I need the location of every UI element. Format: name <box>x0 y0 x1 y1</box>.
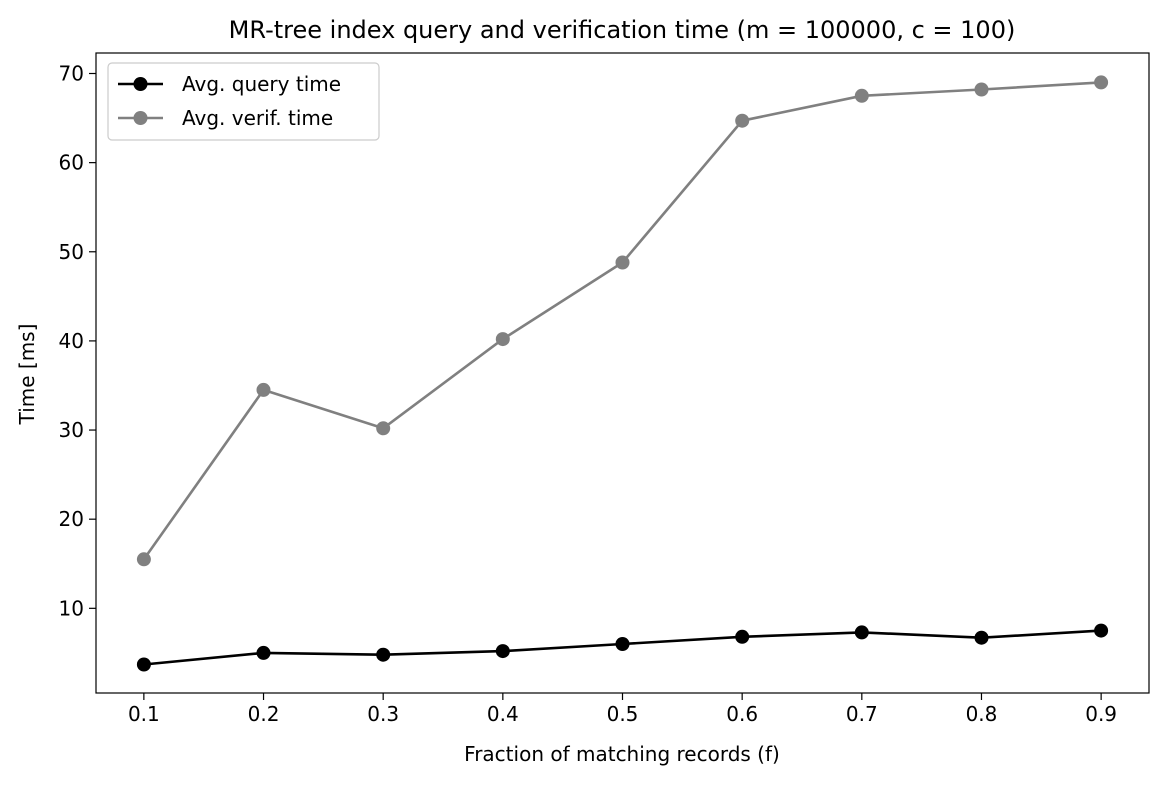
x-tick-label: 0.2 <box>248 702 280 726</box>
x-axis-label: Fraction of matching records (f) <box>464 742 780 766</box>
x-tick-label: 0.4 <box>487 702 519 726</box>
y-tick-label: 20 <box>59 507 84 531</box>
data-point-query <box>256 645 271 660</box>
series-layer <box>136 75 1109 672</box>
data-point-verif <box>136 552 151 567</box>
x-tick-label: 0.5 <box>607 702 639 726</box>
x-tick-label: 0.9 <box>1085 702 1117 726</box>
x-tick-label: 0.7 <box>846 702 878 726</box>
x-tick-label: 0.1 <box>128 702 160 726</box>
data-point-verif <box>974 82 989 97</box>
y-tick-label: 60 <box>59 151 84 175</box>
data-point-query <box>735 629 750 644</box>
data-point-verif <box>495 332 510 347</box>
x-tick-label: 0.3 <box>367 702 399 726</box>
legend-label-verif: Avg. verif. time <box>182 106 333 130</box>
y-tick-label: 30 <box>59 418 84 442</box>
legend-marker-query <box>133 77 148 91</box>
y-tick-label: 70 <box>59 62 84 86</box>
y-tick-label: 40 <box>59 329 84 353</box>
data-point-query <box>854 625 869 640</box>
data-point-verif <box>376 421 391 436</box>
x-tick-label: 0.6 <box>726 702 758 726</box>
data-point-query <box>495 644 510 659</box>
y-tick-label: 50 <box>59 240 84 264</box>
data-point-verif <box>854 88 869 103</box>
data-point-verif <box>735 113 750 128</box>
data-point-verif <box>256 382 271 397</box>
legend-label-query: Avg. query time <box>182 72 341 96</box>
plot-frame <box>95 52 1150 694</box>
chart-title: MR-tree index query and verification tim… <box>229 16 1016 44</box>
axis-ticks: 0.1 0.2 0.3 0.4 0.5 0.6 0.7 0.8 0.9 10 20 30 40 50 60 7… <box>59 62 1117 726</box>
legend: Avg. query time Avg. verif. time <box>107 62 380 141</box>
data-point-query <box>615 637 630 651</box>
data-point-query <box>376 647 391 662</box>
x-tick-label: 0.8 <box>966 702 998 726</box>
data-point-query <box>136 657 151 672</box>
legend-marker-verif <box>133 111 148 125</box>
y-tick-label: 10 <box>59 596 84 620</box>
data-point-verif <box>1094 75 1109 90</box>
y-axis-label: Time [ms] <box>15 324 39 426</box>
legend-box <box>107 62 380 141</box>
data-point-query <box>974 630 989 645</box>
data-point-verif <box>615 255 630 270</box>
data-point-query <box>1094 623 1109 638</box>
